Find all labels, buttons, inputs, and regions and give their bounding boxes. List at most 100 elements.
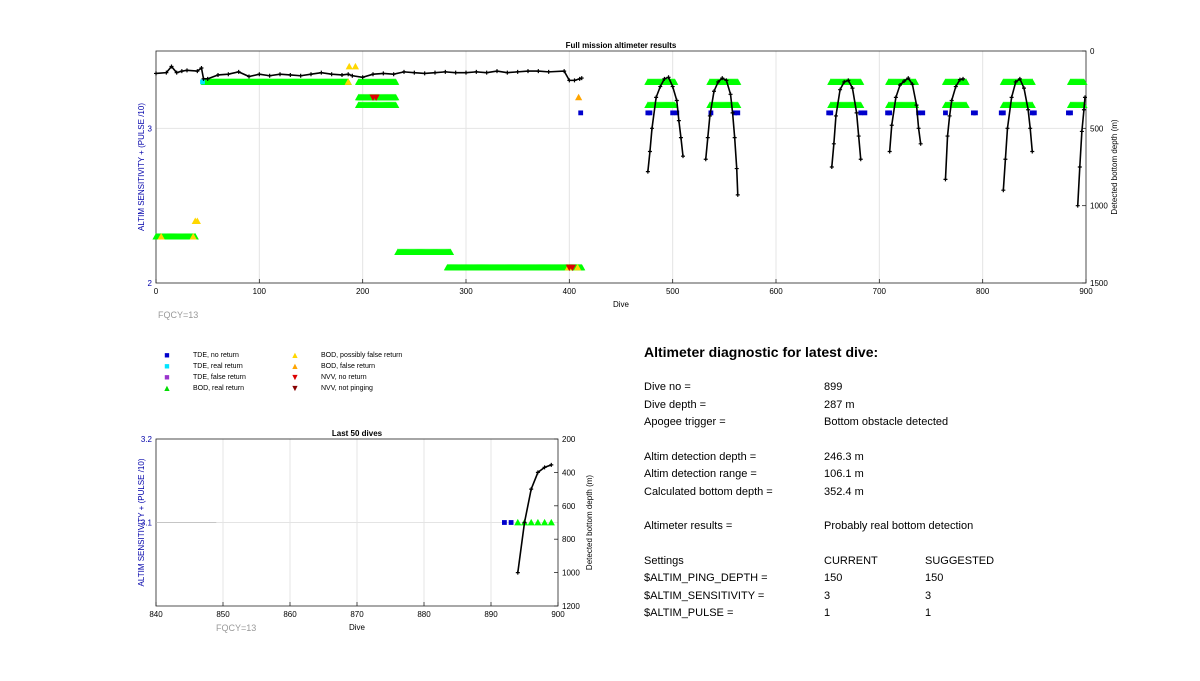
- bod-marker: [1028, 101, 1036, 109]
- tde-marker: [200, 79, 205, 85]
- depth-point: [945, 134, 950, 139]
- depth-point: [842, 79, 847, 84]
- bod-marker: [446, 248, 455, 255]
- depth-point: [1077, 165, 1082, 169]
- bod-marker: [392, 93, 400, 101]
- depth-point: [329, 72, 334, 77]
- pulse-row: $ALTIM_PULSE = 1 1: [644, 605, 1184, 623]
- legend-label: BOD, real return: [193, 385, 244, 392]
- tde-marker: [943, 110, 948, 116]
- x-tick-label: 300: [459, 287, 473, 296]
- bod-marker: [157, 233, 165, 240]
- depth-point: [720, 76, 725, 81]
- depth-point: [831, 141, 836, 146]
- altim-depth-value: 246.3 m: [824, 450, 864, 463]
- sensitivity-label: $ALTIM_SENSITIVITY =: [644, 589, 765, 602]
- y2-tick-label: 0: [1090, 47, 1095, 56]
- depth-point: [1030, 149, 1035, 154]
- x-tick-label: 850: [216, 610, 230, 619]
- depth-point: [918, 141, 923, 146]
- depth-point: [703, 157, 708, 162]
- depth-line: [831, 79, 862, 168]
- x-tick-label: 800: [976, 287, 990, 296]
- depth-point: [850, 86, 855, 91]
- tde-marker: [858, 110, 864, 116]
- depth-point: [546, 69, 551, 74]
- altim-depth-label: Altim detection depth =: [644, 450, 757, 463]
- depth-point: [164, 70, 169, 75]
- depth-point: [422, 71, 427, 76]
- depth-point: [716, 79, 721, 84]
- depth-point: [666, 75, 671, 80]
- tde-marker: [1031, 110, 1037, 116]
- triangle-down-icon: ▼: [290, 372, 300, 382]
- depth-point: [201, 76, 206, 81]
- altim-range-value: 106.1 m: [824, 468, 864, 480]
- depth-point: [947, 113, 952, 118]
- depth-point: [443, 69, 448, 74]
- triangle-up-icon: ▲: [162, 383, 172, 393]
- apogee-row: Apogee trigger = Bottom obstacle detected: [644, 414, 1184, 432]
- depth-point: [856, 134, 861, 139]
- triangle-up-icon: ▲: [290, 361, 300, 371]
- ping-depth-label: $ALTIM_PING_DEPTH =: [644, 572, 768, 584]
- marker-legend: ■ TDE, no return ■ TDE, real return ■ TDE, …: [160, 350, 460, 400]
- depth-point: [205, 76, 210, 81]
- bod-marker: [962, 101, 970, 109]
- depth-point: [577, 76, 582, 81]
- depth-point: [893, 95, 898, 100]
- depth-point: [854, 110, 859, 115]
- tde-marker: [973, 110, 978, 116]
- depth-point: [957, 77, 962, 82]
- depth-point: [724, 78, 729, 83]
- x-tick-label: 890: [484, 610, 498, 619]
- depth-point: [1001, 188, 1006, 193]
- y-tick-label: 3: [148, 124, 153, 133]
- depth-point: [346, 72, 351, 77]
- legend-label: TDE, real return: [193, 363, 243, 370]
- pulse-current: 1: [824, 607, 831, 619]
- bod-marker: [575, 93, 583, 101]
- depth-point: [567, 78, 572, 83]
- depth-point: [1028, 126, 1033, 131]
- depth-point: [278, 72, 282, 77]
- bod-marker: [392, 78, 400, 85]
- depth-point: [914, 103, 919, 108]
- current-header: CURRENT: [824, 554, 878, 567]
- dive-depth-label: Dive depth =: [644, 398, 707, 411]
- depth-point: [412, 70, 417, 75]
- tde-marker: [735, 110, 741, 116]
- x-tick-label: 880: [417, 610, 431, 619]
- dive-depth-row: Dive depth = 287 m: [644, 397, 1184, 415]
- bod-marker: [541, 518, 549, 526]
- bod-marker: [514, 518, 522, 526]
- depth-point: [350, 73, 355, 78]
- depth-line: [517, 464, 552, 573]
- legend-label: BOD, false return: [321, 363, 376, 370]
- nvv-marker: [372, 94, 380, 101]
- square-icon: ■: [164, 361, 170, 371]
- depth-point: [735, 192, 740, 197]
- depth-line: [1076, 97, 1086, 206]
- depth-point: [360, 75, 365, 80]
- sensitivity-current: 3: [824, 589, 831, 602]
- depth-point: [371, 72, 375, 77]
- y2-tick-label: 1000: [562, 569, 580, 578]
- square-icon: ■: [164, 350, 170, 360]
- apogee-label: Apogee trigger =: [644, 416, 726, 428]
- depth-point: [174, 70, 179, 75]
- ping-depth-row: $ALTIM_PING_DEPTH = 150 150: [644, 570, 1184, 588]
- bod-marker: [857, 78, 865, 85]
- x-tick-label: 700: [873, 287, 887, 296]
- tde-marker: [674, 110, 680, 116]
- y2-tick-label: 1200: [562, 602, 580, 611]
- bod-marker: [734, 78, 742, 85]
- x-tick-label: 840: [149, 610, 163, 619]
- depth-point: [236, 69, 241, 74]
- depth-point: [949, 98, 954, 103]
- depth-point: [1082, 95, 1087, 100]
- depth-point: [309, 72, 313, 77]
- depth-point: [906, 76, 911, 81]
- depth-point: [536, 69, 541, 74]
- y-axis-label: ALTIM SENSITIVITY + (PULSE /10): [137, 103, 146, 231]
